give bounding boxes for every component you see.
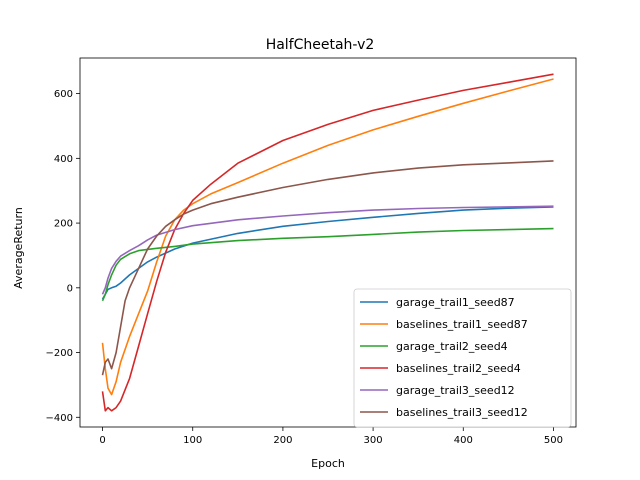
x-tick-label: 100 [183,435,202,446]
y-tick-label: 200 [54,219,73,230]
legend-label: garage_trail1_seed87 [396,296,515,309]
legend-label: garage_trail2_seed4 [396,340,508,353]
y-tick-label: 600 [54,89,73,100]
series-line-baselines_trail3_seed12 [101,160,554,376]
x-axis-label: Epoch [311,457,345,470]
x-tick-label: 500 [544,435,563,446]
legend-label: baselines_trail1_seed87 [396,318,528,331]
x-axis: 0 100 200 300 400 500 [99,427,563,446]
legend-label: baselines_trail3_seed12 [396,406,528,419]
series-line-garage_trail2_seed4 [101,227,554,302]
x-tick-label: 200 [273,435,292,446]
legend-label: garage_trail3_seed12 [396,384,515,397]
legend-label: baselines_trail2_seed4 [396,362,521,375]
x-tick-label: 0 [99,435,105,446]
y-tick-label: 400 [54,154,73,165]
y-tick-label: −200 [46,348,73,359]
y-tick-label: 0 [67,283,73,294]
plot-frame [79,57,577,428]
legend-box [353,288,572,428]
y-tick-label: −400 [46,413,73,424]
series-layer [101,73,554,412]
y-axis-label: AverageReturn [12,207,25,289]
chart-title: HalfCheetah-v2 [266,37,375,53]
x-tick-label: 300 [364,435,383,446]
y-axis: −400 −200 0 200 400 600 [46,89,80,424]
series-line-garage_trail3_seed12 [101,205,554,295]
legend: garage_trail1_seed87 baselines_trail1_see… [353,288,572,428]
x-tick-label: 400 [454,435,473,446]
